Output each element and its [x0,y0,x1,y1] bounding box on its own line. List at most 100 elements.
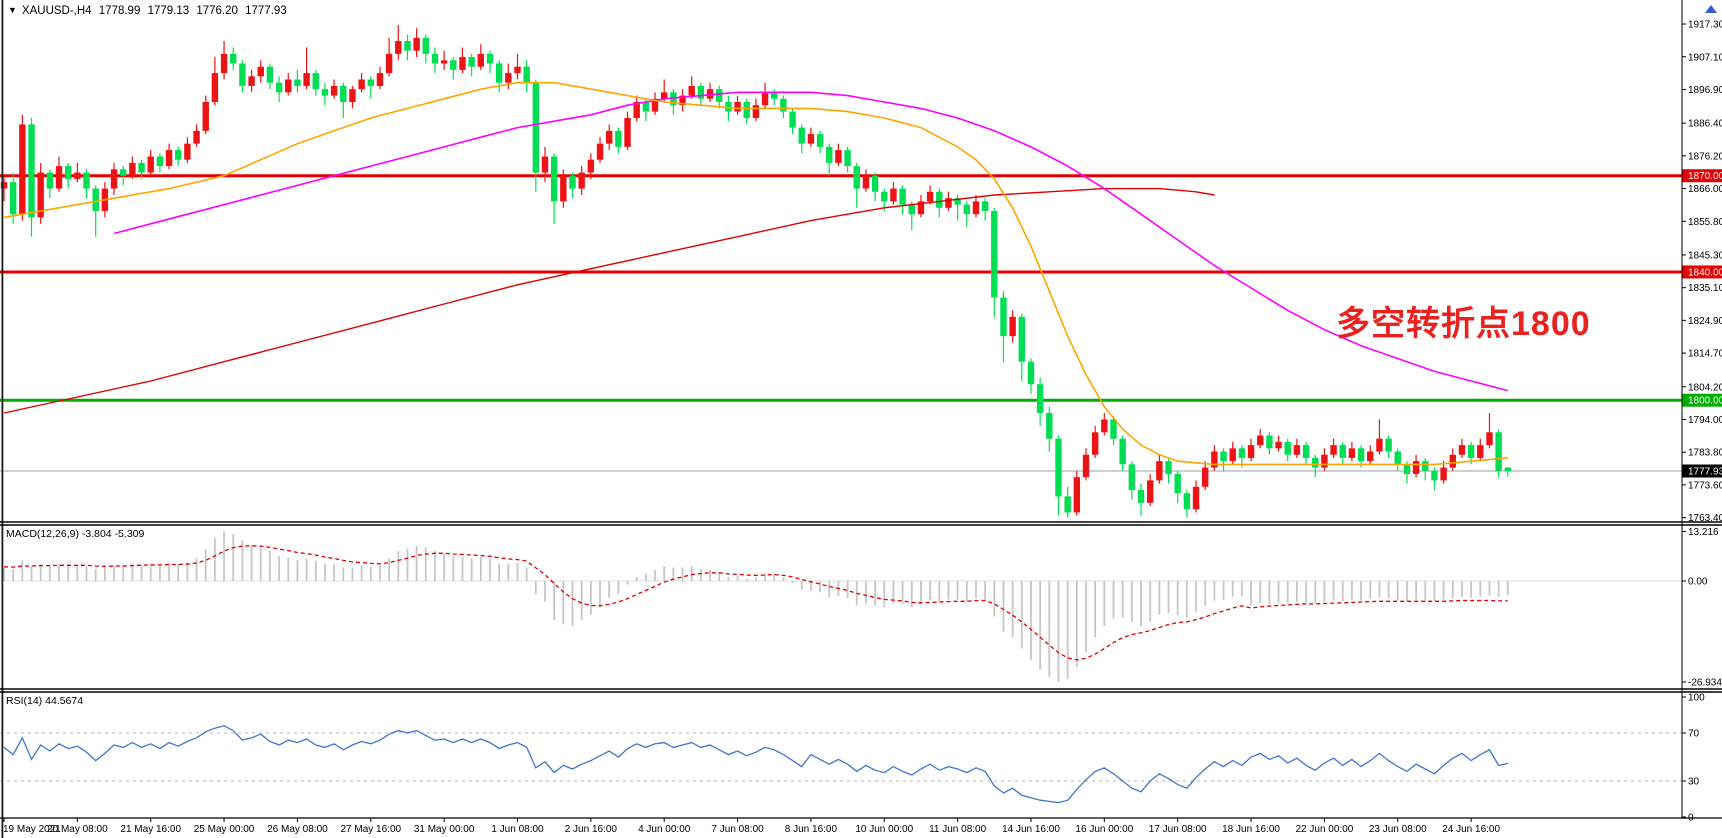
rsi-axis-labels: 100 70 30 0 [1682,693,1705,824]
candle-body [92,188,99,212]
candle-body [1202,467,1209,487]
candle-body [230,53,237,64]
candle-body [239,63,246,86]
candle-body [826,146,833,163]
candle-body [74,172,81,179]
macd-panel[interactable] [0,531,1682,682]
candle-body [752,105,760,119]
price-axis[interactable] [1682,0,1722,818]
candle-body [633,101,640,119]
candle-body [120,169,127,176]
candle-body [1000,297,1007,337]
candle-body [1302,445,1310,458]
candle-body [1440,467,1447,481]
price-tick-label: 1824.90 [1688,316,1722,327]
candle-body [1357,448,1365,462]
candle-body [1229,448,1236,462]
candle-body [477,53,485,67]
candle-body [367,79,374,86]
macd-axis-label: 13.216 [1688,527,1719,538]
candle-body [1055,438,1062,497]
candle-body [1174,473,1181,494]
scroll-marker-icon[interactable] [1705,5,1717,13]
candle-body [1036,384,1044,414]
candle-body [1137,490,1145,503]
candle-body [1110,419,1117,439]
candle-body [275,82,283,93]
candle-body [807,134,815,144]
candle-body [679,95,686,106]
candle-body [1312,457,1319,468]
candle-body [1101,419,1108,433]
candle-body [468,57,475,67]
time-tick-label: 24 Jun 16:00 [1442,824,1500,835]
rsi-axis-label: 30 [1688,777,1700,788]
candle-body [642,101,650,112]
price-level-badge-text: 1800.00 [1688,396,1722,407]
candle-body [541,156,549,173]
time-axis[interactable] [0,818,1722,838]
candle-body [312,73,319,90]
rsi-panel[interactable] [0,725,1682,804]
macd-signal-line [3,545,1508,661]
chart-annotation-text[interactable]: 多空转折点1800 [1336,305,1591,343]
candle-body [716,89,723,102]
candle-body [9,182,17,215]
candle-body [248,76,255,86]
time-tick-label: 26 May 08:00 [267,824,328,835]
candle-body [835,150,842,163]
candle-body [651,98,659,112]
candle-body [926,191,934,202]
macd-values: -3.804 -5.309 [81,528,145,540]
time-tick-label: 25 May 00:00 [194,824,255,835]
candle-body [1330,445,1337,455]
candle-body [624,118,631,147]
rsi-axis-label: 100 [1688,693,1705,704]
symbol-timeframe: XAUUSD-,H4 [21,5,92,17]
candle-body [761,92,769,106]
ma-magenta-line [113,91,1509,392]
candle-body [1128,464,1136,491]
macd-axis-label: -26.934 [1688,678,1722,689]
candle-body [743,101,750,119]
symbol-dropdown-icon[interactable]: ▼ [8,5,17,15]
candle-body [1275,441,1282,449]
price-tick-label: 1876.20 [1688,151,1722,162]
candle-body [330,85,338,96]
candle-body [37,172,44,218]
candle-body [954,198,961,205]
time-tick-label: 20 May 08:00 [47,824,108,835]
candle-body [165,150,173,167]
time-tick-label: 2 Jun 16:00 [565,824,618,835]
candle-body [1156,461,1163,481]
candle-body [1247,445,1255,458]
candle-body [64,166,72,179]
ma-orange-line [3,81,1508,466]
candle-body [596,143,604,160]
candle-body [1183,493,1191,510]
candle-body [303,73,310,86]
ohlc-close: 1777.93 [245,5,287,17]
candle-body [798,127,805,144]
price-tick-label: 1794.00 [1688,415,1722,426]
price-level-badge-text: 1840.00 [1688,267,1722,278]
main-price-panel[interactable] [0,25,1682,518]
candle-body [450,60,457,70]
ohlc-open: 1778.99 [98,5,141,17]
price-level-badge [1682,464,1722,478]
candle-body [1046,413,1053,439]
candle-body [28,124,35,218]
candle-body [266,66,274,83]
candle-body [697,85,705,99]
candle-body [1266,435,1273,449]
window-left-border [1,0,4,838]
candle-body [1211,451,1218,468]
candle-body [771,92,778,99]
candle-body [550,156,558,202]
candle-body [991,211,998,298]
time-tick-label: 4 Jun 00:00 [638,824,691,835]
time-tick-label: 7 Jun 08:00 [711,824,764,835]
